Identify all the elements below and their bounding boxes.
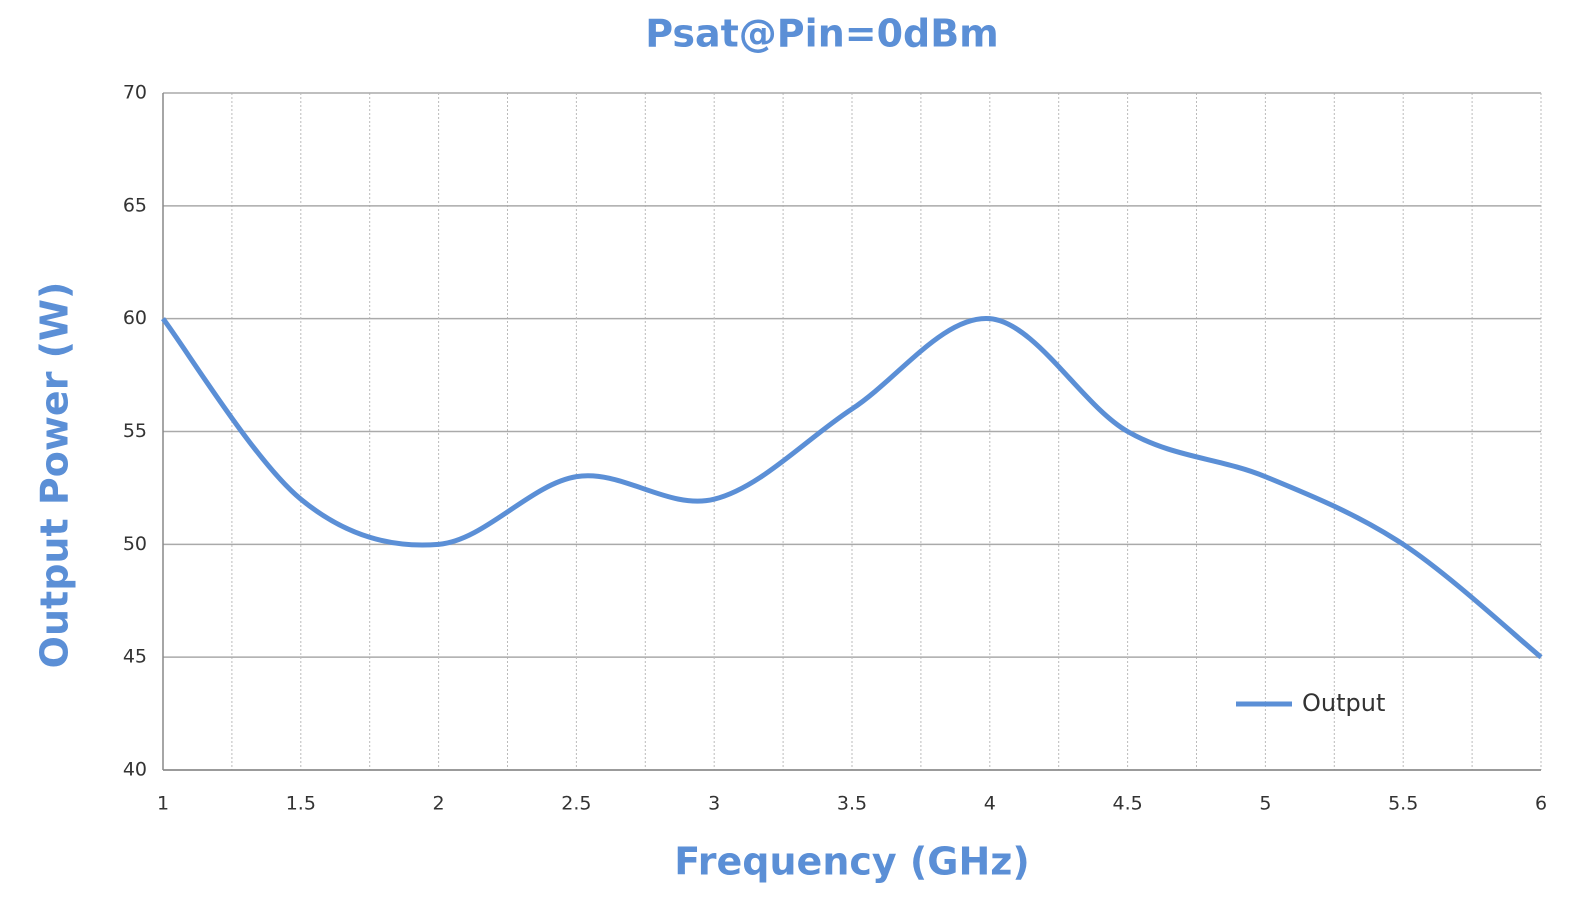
x-tick-label: 1.5 xyxy=(286,793,316,815)
line-series xyxy=(161,316,1543,660)
y-tick-label: 65 xyxy=(123,194,147,216)
y-tick-label: 45 xyxy=(123,646,147,668)
y-tick-label: 50 xyxy=(123,533,147,555)
x-tick-label: 4 xyxy=(984,793,996,815)
x-tick-label: 1 xyxy=(157,793,169,815)
y-tick-label: 40 xyxy=(123,759,147,781)
x-tick-label: 2.5 xyxy=(561,793,591,815)
chart-title: Psat@Pin=0dBm xyxy=(645,12,999,56)
x-tick-label: 5.5 xyxy=(1388,793,1418,815)
y-tick-label: 70 xyxy=(123,82,147,104)
x-tick-label: 4.5 xyxy=(1112,793,1142,815)
x-tick-label: 5 xyxy=(1259,793,1271,815)
x-tick-label: 2 xyxy=(433,793,445,815)
x-axis-label: Frequency (GHz) xyxy=(674,840,1030,884)
x-tick-label: 3 xyxy=(708,793,720,815)
x-tick-label: 3.5 xyxy=(837,793,867,815)
legend-label: Output xyxy=(1302,689,1385,717)
y-tick-label: 55 xyxy=(123,420,147,442)
y-tick-label: 60 xyxy=(123,307,147,329)
y-axis-label: Output Power (W) xyxy=(33,282,77,669)
x-tick-label: 6 xyxy=(1535,793,1547,815)
